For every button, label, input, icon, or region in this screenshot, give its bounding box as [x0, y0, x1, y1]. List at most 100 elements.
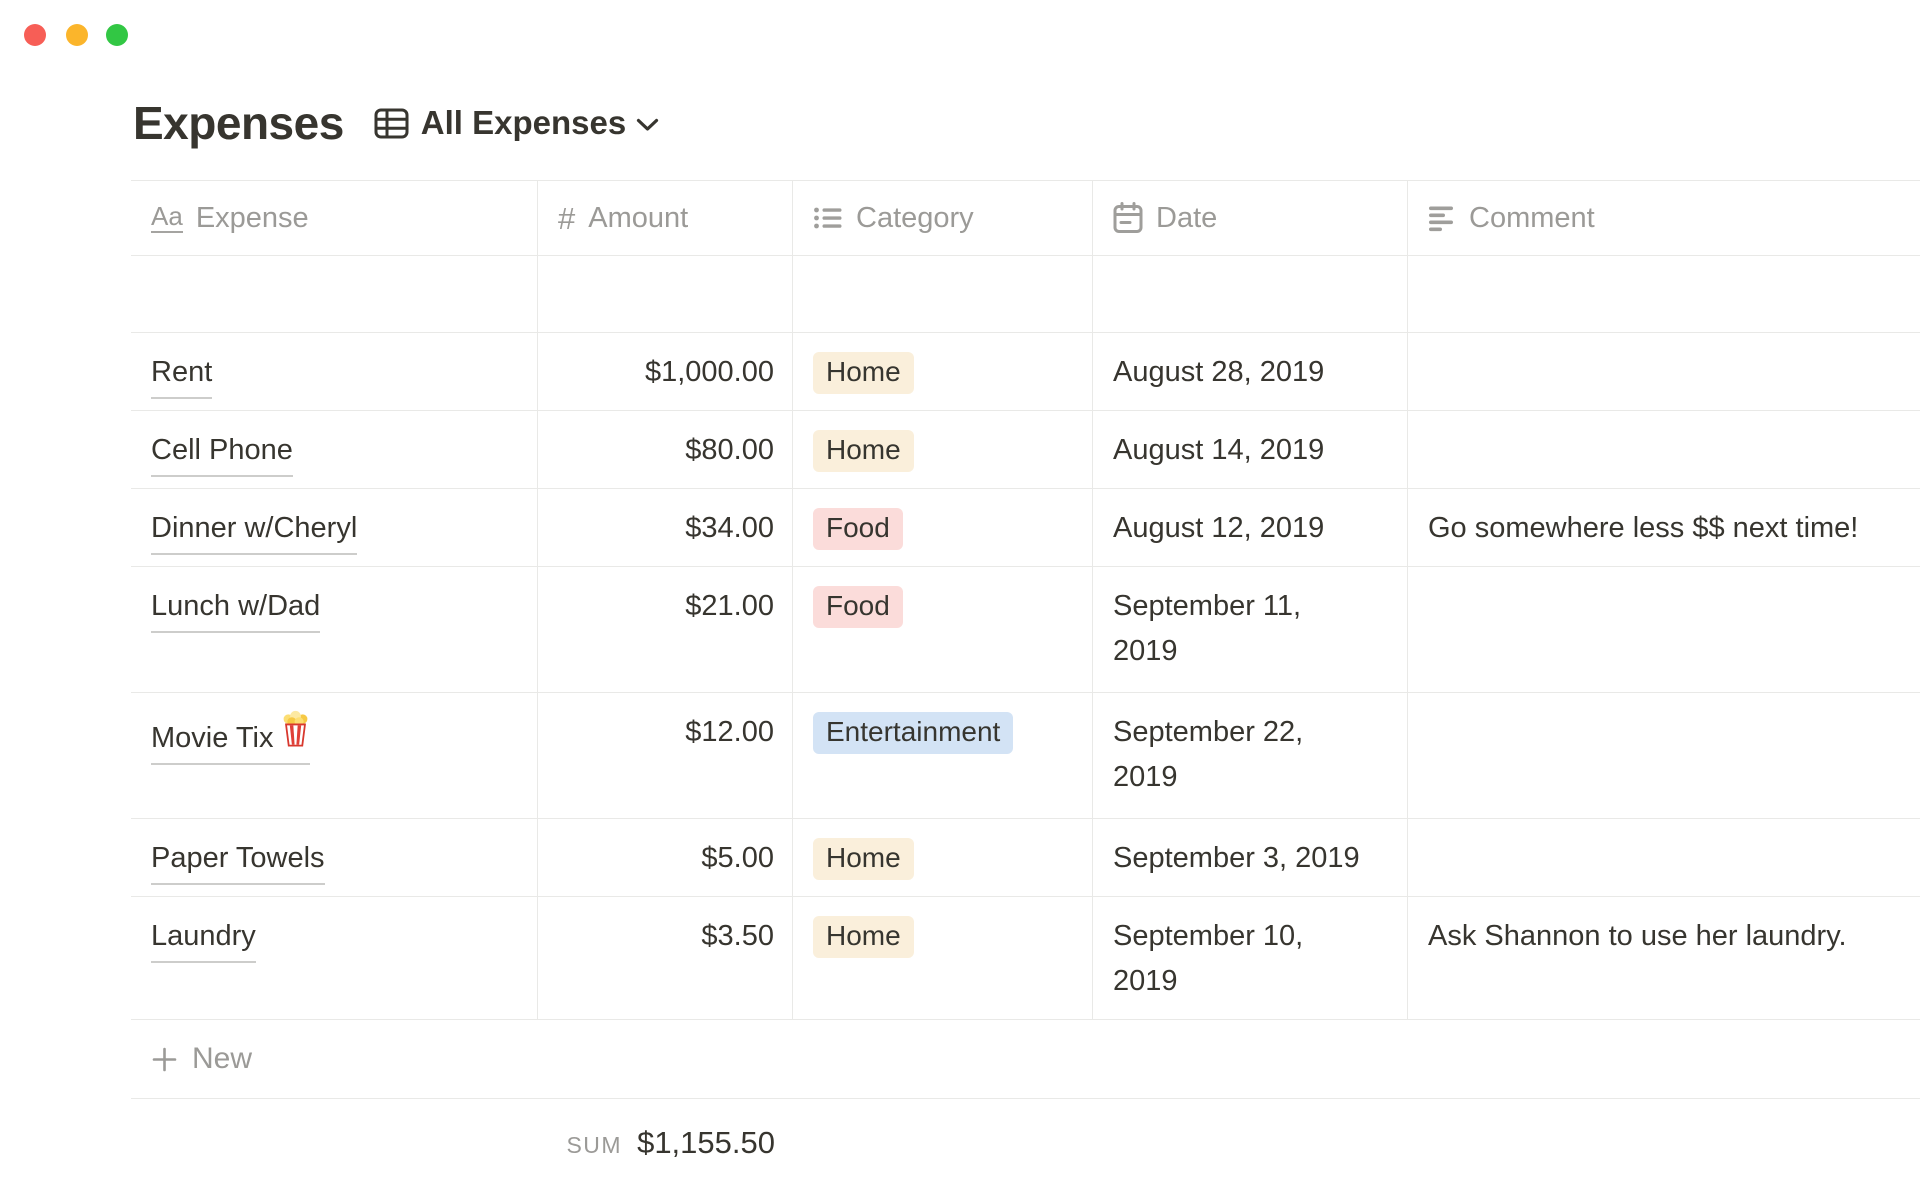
- category-tag[interactable]: Food: [813, 508, 903, 550]
- cell-date[interactable]: August 14, 2019: [1093, 411, 1408, 488]
- cell-expense[interactable]: Laundry: [131, 897, 538, 1019]
- table-row: Dinner w/Cheryl $34.00 Food August 12, 2…: [131, 489, 1920, 567]
- expense-page-link[interactable]: Lunch w/Dad: [151, 584, 321, 633]
- cell-date[interactable]: September 3, 2019: [1093, 819, 1408, 896]
- date-value: September 22, 2019: [1113, 716, 1304, 793]
- table-row: Rent $1,000.00 Home August 28, 2019: [131, 333, 1920, 411]
- date-value: August 14, 2019: [1113, 434, 1325, 466]
- expenses-table: Aa Expense # Amount Category: [131, 180, 1920, 1161]
- column-header-date[interactable]: Date: [1093, 181, 1408, 255]
- table-row: Lunch w/Dad $21.00 Food September 11, 20…: [131, 567, 1920, 693]
- table-row: Laundry $3.50 Home September 10, 2019 As…: [131, 897, 1920, 1020]
- expense-page-link[interactable]: Cell Phone: [151, 428, 293, 477]
- cell-expense[interactable]: Cell Phone: [131, 411, 538, 488]
- table-header-row: Aa Expense # Amount Category: [131, 180, 1920, 256]
- view-switcher[interactable]: All Expenses: [374, 104, 659, 142]
- cell-comment[interactable]: [1408, 693, 1920, 818]
- cell-expense[interactable]: Rent: [131, 333, 538, 410]
- column-header-expense[interactable]: Aa Expense: [131, 181, 538, 255]
- expense-page-link[interactable]: Paper Towels: [151, 836, 325, 885]
- date-value: September 10, 2019: [1113, 920, 1304, 997]
- cell-expense[interactable]: [131, 256, 538, 332]
- cell-category[interactable]: Home: [793, 897, 1093, 1019]
- title-aa-icon: Aa: [151, 202, 183, 234]
- table-view-icon: [374, 108, 409, 139]
- cell-category[interactable]: Entertainment: [793, 693, 1093, 818]
- category-tag[interactable]: Home: [813, 430, 914, 472]
- category-tag[interactable]: Home: [813, 916, 914, 958]
- category-tag[interactable]: Food: [813, 586, 903, 628]
- table-row-empty[interactable]: [131, 256, 1920, 333]
- cell-comment[interactable]: [1408, 256, 1920, 332]
- window-titlebar: [0, 0, 1920, 70]
- view-name: All Expenses: [420, 104, 627, 141]
- window-zoom-button[interactable]: [106, 24, 128, 46]
- cell-category[interactable]: Home: [793, 333, 1093, 410]
- category-tag[interactable]: Entertainment: [813, 712, 1014, 754]
- expense-page-link[interactable]: Movie Tix: [151, 710, 311, 765]
- expense-page-link[interactable]: Dinner w/Cheryl: [151, 506, 358, 555]
- cell-category[interactable]: [793, 256, 1093, 332]
- cell-date[interactable]: August 12, 2019: [1093, 489, 1408, 566]
- cell-date[interactable]: September 11, 2019: [1093, 567, 1408, 692]
- column-header-comment[interactable]: Comment: [1408, 181, 1920, 255]
- cell-amount[interactable]: $12.00: [538, 693, 793, 818]
- new-row-button[interactable]: New: [131, 1020, 1920, 1099]
- cell-category[interactable]: Home: [793, 411, 1093, 488]
- column-header-category[interactable]: Category: [793, 181, 1093, 255]
- cell-category[interactable]: Home: [793, 819, 1093, 896]
- select-list-icon: [813, 203, 843, 233]
- text-align-left-icon: [1428, 204, 1456, 233]
- cell-comment[interactable]: [1408, 819, 1920, 896]
- chevron-down-icon: [636, 118, 659, 132]
- sum-label: SUM: [566, 1132, 623, 1158]
- cell-amount[interactable]: [538, 256, 793, 332]
- number-hash-icon: #: [558, 200, 576, 236]
- cell-comment[interactable]: [1408, 567, 1920, 692]
- date-value: August 12, 2019: [1113, 512, 1325, 544]
- expense-page-link[interactable]: Rent: [151, 350, 213, 399]
- popcorn-icon: [281, 710, 310, 761]
- calendar-icon: [1113, 202, 1143, 234]
- window-minimize-button[interactable]: [66, 24, 88, 46]
- cell-amount[interactable]: $21.00: [538, 567, 793, 692]
- sum-row: SUM $1,155.50: [131, 1099, 1920, 1161]
- cell-comment[interactable]: [1408, 411, 1920, 488]
- cell-amount[interactable]: $5.00: [538, 819, 793, 896]
- date-value: September 3, 2019: [1113, 842, 1360, 874]
- column-label: Expense: [195, 201, 309, 234]
- cell-amount[interactable]: $34.00: [538, 489, 793, 566]
- table-row: Movie Tix $12.00 Entertainment S: [131, 693, 1920, 819]
- cell-date[interactable]: [1093, 256, 1408, 332]
- cell-comment[interactable]: [1408, 333, 1920, 410]
- page-title: Expenses: [133, 97, 344, 149]
- cell-category[interactable]: Food: [793, 567, 1093, 692]
- column-header-amount[interactable]: # Amount: [538, 181, 793, 255]
- column-label: Comment: [1469, 201, 1595, 234]
- column-label: Date: [1156, 201, 1218, 234]
- cell-date[interactable]: August 28, 2019: [1093, 333, 1408, 410]
- window-close-button[interactable]: [24, 24, 46, 46]
- cell-category[interactable]: Food: [793, 489, 1093, 566]
- column-label: Category: [856, 201, 974, 234]
- cell-amount[interactable]: $1,000.00: [538, 333, 793, 410]
- cell-comment[interactable]: Go somewhere less $$ next time!: [1428, 512, 1859, 544]
- cell-comment[interactable]: Ask Shannon to use her laundry.: [1428, 920, 1847, 952]
- sum-spacer: [131, 1099, 538, 1161]
- cell-amount[interactable]: $80.00: [538, 411, 793, 488]
- category-tag[interactable]: Home: [813, 838, 914, 880]
- cell-expense[interactable]: Dinner w/Cheryl: [131, 489, 538, 566]
- column-label: Amount: [588, 201, 689, 234]
- cell-expense[interactable]: Movie Tix: [131, 693, 538, 818]
- cell-expense[interactable]: Lunch w/Dad: [131, 567, 538, 692]
- category-tag[interactable]: Home: [813, 352, 914, 394]
- cell-expense[interactable]: Paper Towels: [131, 819, 538, 896]
- cell-date[interactable]: September 10, 2019: [1093, 897, 1408, 1019]
- sum-value: $1,155.50: [637, 1125, 775, 1160]
- table-row: Paper Towels $5.00 Home September 3, 201…: [131, 819, 1920, 897]
- expense-page-link[interactable]: Laundry: [151, 914, 256, 963]
- page-header: Expenses All Expenses: [133, 96, 659, 150]
- amount-sum[interactable]: SUM $1,155.50: [538, 1099, 793, 1161]
- cell-date[interactable]: September 22, 2019: [1093, 693, 1408, 818]
- cell-amount[interactable]: $3.50: [538, 897, 793, 1019]
